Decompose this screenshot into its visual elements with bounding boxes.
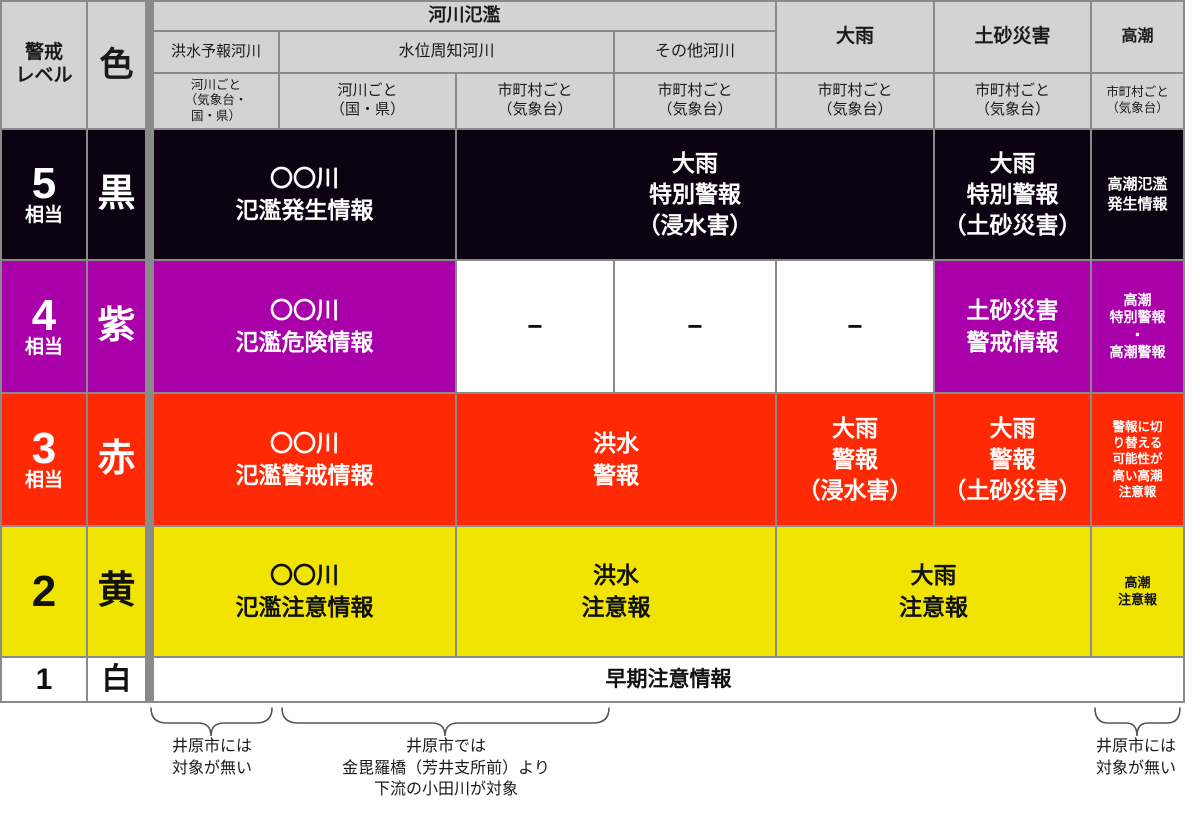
header-color: 色 bbox=[88, 2, 145, 128]
unit-municipality: 市町村ごと （気象台） bbox=[1092, 74, 1183, 128]
level4-number: 4 相当 bbox=[2, 261, 86, 392]
header-water-level-notice-river: 水位周知河川 bbox=[280, 32, 613, 72]
note-water-level-river: 井原市では 金毘羅橋（芳井支所前）より 下流の小田川が対象 bbox=[342, 738, 550, 799]
level2-river-info: 〇〇川 氾濫注意情報 bbox=[154, 527, 455, 656]
level4-landslide-alert-info: 土砂災害 警戒情報 bbox=[935, 261, 1090, 392]
level1-color: 白 bbox=[88, 658, 145, 701]
header-river-flood: 河川氾濫 bbox=[154, 2, 775, 30]
unit-municipality: 市町村ごと （気象台） bbox=[777, 74, 933, 128]
header-storm-surge: 高潮 bbox=[1092, 2, 1183, 72]
level2-number: 2 bbox=[2, 527, 86, 656]
level-suffix: 相当 bbox=[24, 205, 63, 227]
unit-municipality: 市町村ごと （気象台） bbox=[935, 74, 1090, 128]
header-heavy-rain: 大雨 bbox=[777, 2, 933, 72]
level4-empty-cell: − bbox=[777, 261, 933, 392]
level2-rain-advisory: 大雨 注意報 bbox=[777, 527, 1090, 656]
level4-empty-cell: − bbox=[457, 261, 613, 392]
level5-color: 黒 bbox=[88, 130, 145, 259]
level2-color: 黄 bbox=[88, 527, 145, 656]
level3-river-info: 〇〇川 氾濫警戒情報 bbox=[154, 394, 455, 525]
header-flood-forecast-river: 洪水予報河川 bbox=[154, 32, 278, 72]
level-number: 4 bbox=[31, 291, 57, 341]
level5-storm-surge-info: 高潮氾濫 発生情報 bbox=[1092, 130, 1183, 259]
header-other-river: その他河川 bbox=[615, 32, 775, 72]
unit-river-full: 河川ごと （気象台・ 国・県） bbox=[154, 74, 278, 128]
warning-table-grid: 警戒 レベル 色 河川氾濫 大雨 土砂災害 高潮 洪水予報河川 水位周知河川 そ… bbox=[0, 0, 1185, 703]
brace-storm-surge bbox=[1094, 707, 1181, 737]
brace-flood-forecast bbox=[150, 707, 273, 737]
level2-storm-surge-advisory: 高潮 注意報 bbox=[1092, 527, 1183, 656]
level2-flood-advisory: 洪水 注意報 bbox=[457, 527, 775, 656]
level1-early-warning-info: 早期注意情報 bbox=[154, 658, 1183, 701]
level4-river-info: 〇〇川 氾濫危険情報 bbox=[154, 261, 455, 392]
level5-rain-special-warning: 大雨 特別警報 （浸水害） bbox=[457, 130, 933, 259]
level5-number: 5 相当 bbox=[2, 130, 86, 259]
level-number: 2 bbox=[31, 566, 57, 616]
level3-color: 赤 bbox=[88, 394, 145, 525]
level5-landslide-special-warning: 大雨 特別警報 （土砂災害） bbox=[935, 130, 1090, 259]
level3-storm-surge-advisory: 警報に切 り替える 可能性が 高い高潮 注意報 bbox=[1092, 394, 1183, 525]
note-flood-forecast: 井原市には 対象が無い bbox=[171, 738, 252, 777]
level-suffix: 相当 bbox=[24, 337, 63, 359]
unit-river: 河川ごと （国・県） bbox=[280, 74, 455, 128]
level-suffix: 相当 bbox=[24, 470, 63, 492]
level4-storm-surge-warning: 高潮 特別警報 ・ 高潮警報 bbox=[1092, 261, 1183, 392]
level3-flood-warning: 洪水 警報 bbox=[457, 394, 775, 525]
level-number: 3 bbox=[31, 424, 57, 474]
level3-number: 3 相当 bbox=[2, 394, 86, 525]
unit-municipality: 市町村ごと （気象台） bbox=[457, 74, 613, 128]
level-number: 5 bbox=[31, 159, 57, 209]
level5-river-info: 〇〇川 氾濫発生情報 bbox=[154, 130, 455, 259]
level4-empty-cell: − bbox=[615, 261, 775, 392]
note-storm-surge: 井原市には 対象が無い bbox=[1095, 738, 1176, 777]
level3-landslide-warning: 大雨 警報 （土砂災害） bbox=[935, 394, 1090, 525]
unit-municipality: 市町村ごと （気象台） bbox=[615, 74, 775, 128]
level3-rain-warning: 大雨 警報 （浸水害） bbox=[777, 394, 933, 525]
level1-number: 1 bbox=[2, 658, 86, 701]
brace-water-level-river bbox=[281, 707, 610, 737]
level4-color: 紫 bbox=[88, 261, 145, 392]
header-warning-level: 警戒 レベル bbox=[2, 2, 86, 128]
header-landslide: 土砂災害 bbox=[935, 2, 1090, 72]
